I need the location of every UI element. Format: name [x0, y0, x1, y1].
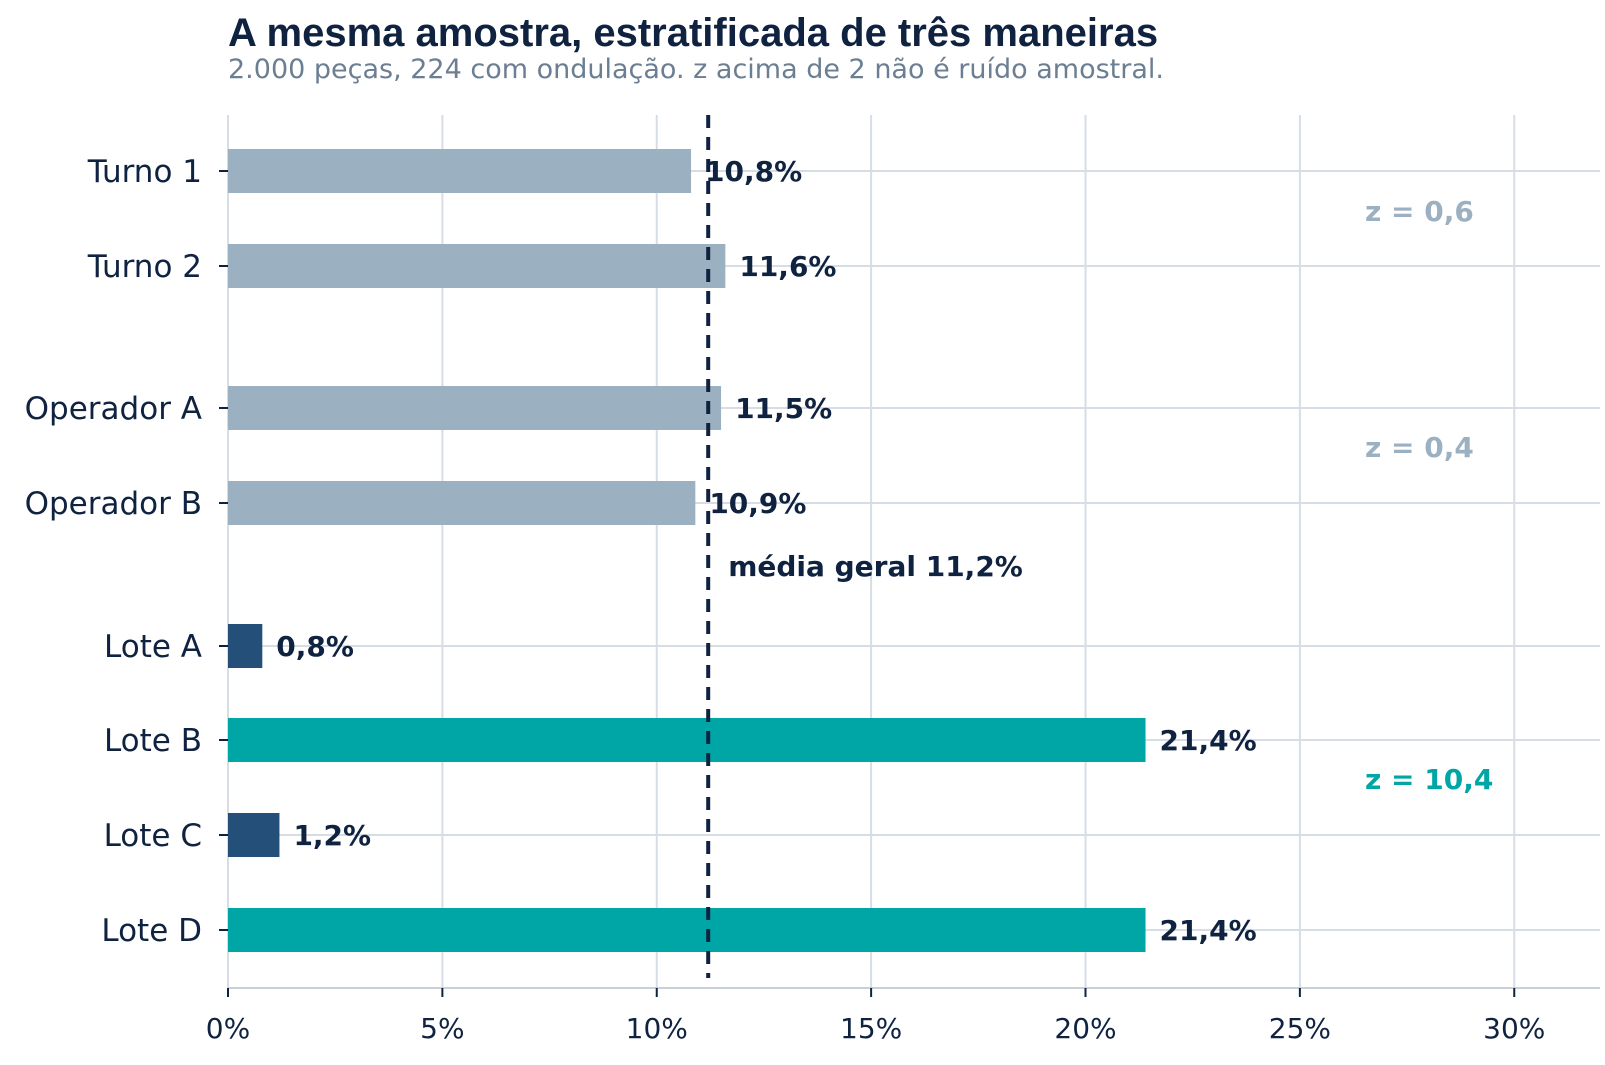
- bar: [228, 386, 722, 430]
- x-tick-label: 5%: [420, 1012, 464, 1045]
- bar: [228, 481, 696, 525]
- chart-title: A mesma amostra, estratificada de três m…: [228, 11, 1158, 55]
- category-label: Lote D: [101, 913, 202, 949]
- x-tick-label: 0%: [206, 1012, 250, 1045]
- bar: [228, 908, 1146, 952]
- x-tick-label: 25%: [1269, 1012, 1331, 1045]
- value-label: 21,4%: [1160, 914, 1257, 947]
- value-label: 21,4%: [1160, 724, 1257, 757]
- bar: [228, 624, 263, 668]
- group-z-label: z = 0,4: [1365, 431, 1474, 464]
- bar: [228, 149, 692, 193]
- reference-line-label: média geral 11,2%: [728, 550, 1023, 583]
- category-label: Lote A: [104, 629, 202, 665]
- value-label: 10,9%: [709, 487, 806, 520]
- value-label: 11,5%: [735, 392, 832, 425]
- x-tick-label: 15%: [840, 1012, 902, 1045]
- group-z-label: z = 10,4: [1365, 763, 1493, 796]
- plot-area: 0% 5% 10% 15% 20% 25% 30% Turno 1 10,8% Turno 2 11…: [25, 115, 1600, 1045]
- category-label: Operador A: [25, 391, 202, 427]
- bar: [228, 813, 280, 857]
- category-label: Lote B: [104, 723, 202, 759]
- chart-subtitle: 2.000 peças, 224 com ondulação. z acima …: [228, 54, 1164, 85]
- x-tick-label: 30%: [1483, 1012, 1545, 1045]
- category-label: Lote C: [104, 818, 202, 854]
- bar: [228, 244, 726, 288]
- x-tick-label: 10%: [626, 1012, 688, 1045]
- value-label: 10,8%: [705, 155, 802, 188]
- category-label: Turno 2: [87, 249, 202, 285]
- value-label: 11,6%: [739, 250, 836, 283]
- value-label: 0,8%: [276, 630, 354, 663]
- value-label: 1,2%: [293, 819, 371, 852]
- category-label: Operador B: [25, 486, 202, 522]
- bar: [228, 718, 1146, 762]
- group-z-label: z = 0,6: [1365, 195, 1474, 228]
- category-label: Turno 1: [87, 154, 202, 190]
- x-tick-label: 20%: [1054, 1012, 1116, 1045]
